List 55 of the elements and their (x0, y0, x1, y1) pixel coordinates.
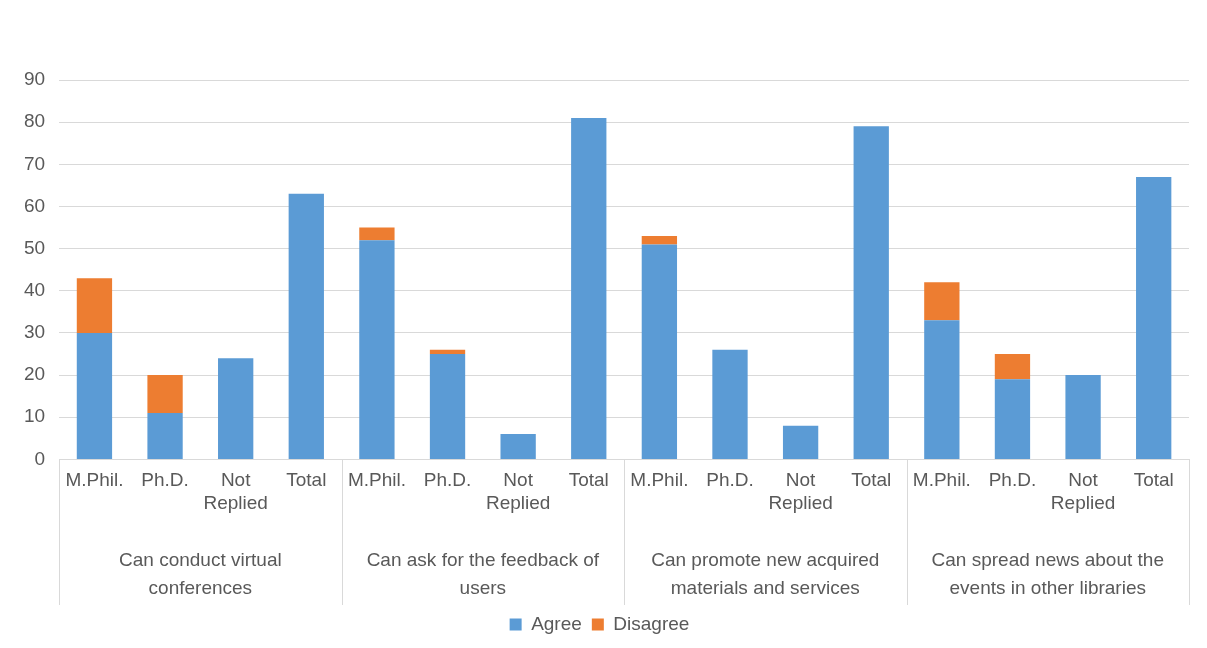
x-tick-label: Not Replied (768, 469, 833, 513)
x-tick-label: Not Replied (485, 469, 551, 513)
bar (76, 332, 113, 459)
bar (571, 117, 607, 459)
x-tick-label: M.Phil. (65, 469, 124, 491)
y-tick-label: 20 (23, 363, 46, 385)
bar (429, 354, 466, 459)
bar (853, 126, 889, 459)
text: Can promote new acquired materials and services (651, 549, 880, 599)
bar (1065, 375, 1101, 459)
bar (147, 375, 183, 414)
bar (782, 425, 819, 459)
bar (500, 434, 536, 459)
text: Can ask for the feedback of users (366, 549, 600, 599)
x-tick-label: Total (851, 469, 892, 491)
y-tick-label: 80 (23, 110, 46, 132)
bar (76, 278, 113, 333)
x-tick-label: Not Replied (1050, 469, 1116, 513)
x-tick-label: M.Phil. (347, 469, 406, 491)
bar (712, 349, 748, 459)
y-tick-label: 10 (23, 405, 46, 427)
y-tick-label: 40 (23, 279, 46, 301)
bar (641, 235, 678, 245)
legend-label: Agree (531, 612, 582, 634)
bar (641, 244, 678, 459)
y-tick-label: 30 (23, 321, 46, 343)
x-tick-label: Ph.D. (706, 469, 754, 491)
x-tick-label: Total (286, 469, 327, 491)
x-tick-label: Ph.D. (141, 469, 189, 491)
y-tick-label: 90 (23, 68, 46, 90)
bar (147, 413, 183, 459)
x-tick-label: Not Replied (203, 469, 268, 513)
x-tick-label: Total (568, 469, 609, 491)
x-tick-label: Ph.D. (988, 469, 1037, 491)
bar (218, 358, 254, 459)
x-tick-label: Total (1133, 469, 1174, 491)
y-tick-label: 60 (23, 194, 46, 216)
y-tick-label: 70 (23, 152, 46, 174)
legend-label: Disagree (613, 612, 690, 634)
y-tick-label: 50 (23, 236, 46, 258)
x-tick-label: Ph.D. (423, 469, 472, 491)
bar (359, 227, 395, 241)
y-tick-label: 0 (34, 447, 46, 469)
bar (359, 240, 395, 459)
bar (924, 320, 960, 459)
text: Can conduct virtual conferences (119, 549, 282, 599)
bar (1136, 176, 1172, 459)
bar (994, 379, 1031, 459)
x-tick-label: M.Phil. (912, 469, 971, 491)
bar (994, 354, 1031, 380)
bar (429, 349, 466, 355)
bar (924, 282, 960, 321)
bar (288, 193, 324, 459)
x-tick-label: M.Phil. (630, 469, 689, 491)
text: Can spread news about the events in other libraries (931, 549, 1164, 599)
